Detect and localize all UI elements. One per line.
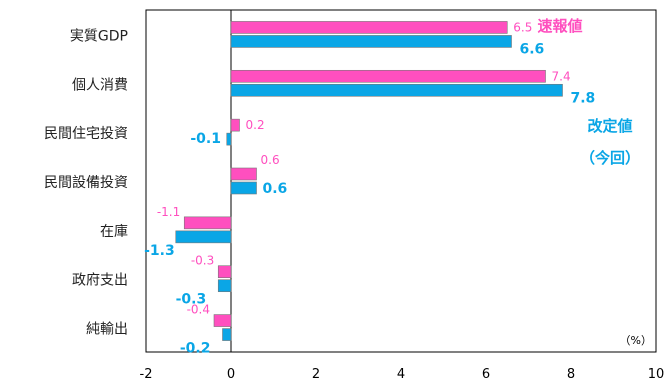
data-label-preliminary: 0.2 [246, 118, 265, 132]
bar-revised [217, 279, 232, 293]
data-label-revised: -0.1 [190, 131, 221, 147]
category-label: 民間住宅投資 [44, 126, 128, 142]
axis-layer: -2 0 2 4 6 8 10 （%） 実質GDP 個人消費民間住宅投資民間設備投資在庫政府支出純… [44, 28, 664, 382]
data-label-revised: -0.3 [176, 292, 207, 308]
x-tick-label: -2 [140, 367, 153, 382]
data-label-preliminary: -0.3 [191, 254, 214, 268]
legend-revised-line-1: 改定値 [587, 117, 632, 135]
data-label-revised: 0.6 [263, 181, 288, 197]
bar-preliminary [230, 21, 508, 34]
data-label-revised: -0.2 [180, 341, 211, 357]
plot-frame [145, 9, 657, 353]
x-tick-label: 10 [648, 367, 665, 382]
bar-revised [230, 35, 512, 48]
labels-layer: 6.56.67.47.80.2-0.10.60.6-1.1-1.3-0.3-0.… [144, 20, 595, 356]
bar-revised [230, 181, 257, 195]
bar-preliminary [230, 118, 240, 132]
plot-border [145, 9, 657, 353]
data-label-revised: 6.6 [520, 41, 545, 57]
bar-revised [230, 83, 563, 97]
category-label: 民間設備投資 [44, 175, 128, 191]
bar-revised [175, 230, 232, 244]
category-label: 政府支出 [72, 273, 128, 289]
bar-revised [222, 328, 232, 341]
category-label: 実質GDP [70, 28, 128, 44]
bar-revised [226, 132, 232, 146]
data-label-preliminary: 0.6 [261, 153, 280, 167]
x-tick-label: 8 [567, 367, 575, 382]
category-label: 在庫 [100, 223, 128, 240]
x-tick-label: 6 [482, 367, 490, 382]
bar-preliminary [217, 265, 232, 279]
x-tick-label: 0 [227, 367, 235, 382]
data-label-preliminary: -1.1 [157, 205, 180, 219]
category-label: 個人消費 [72, 77, 128, 93]
data-label-preliminary: 6.5 [513, 20, 532, 34]
unit-label: （%） [620, 334, 652, 347]
bar-preliminary [183, 216, 232, 230]
data-label-preliminary: 7.4 [552, 69, 571, 83]
data-label-revised: -1.3 [144, 243, 175, 259]
x-tick-label: 2 [312, 367, 320, 382]
data-label-revised: 7.8 [571, 90, 596, 106]
legend-revised-line-2: （今回） [580, 149, 640, 167]
bars-layer [175, 21, 563, 341]
bar-preliminary [213, 314, 232, 327]
bar-preliminary [230, 69, 546, 83]
data-label-preliminary: -0.4 [187, 303, 210, 317]
legend-preliminary: 速報値 [537, 17, 582, 35]
category-label: 純輸出 [86, 322, 128, 338]
bar-preliminary [230, 167, 257, 181]
x-tick-label: 4 [397, 367, 405, 382]
